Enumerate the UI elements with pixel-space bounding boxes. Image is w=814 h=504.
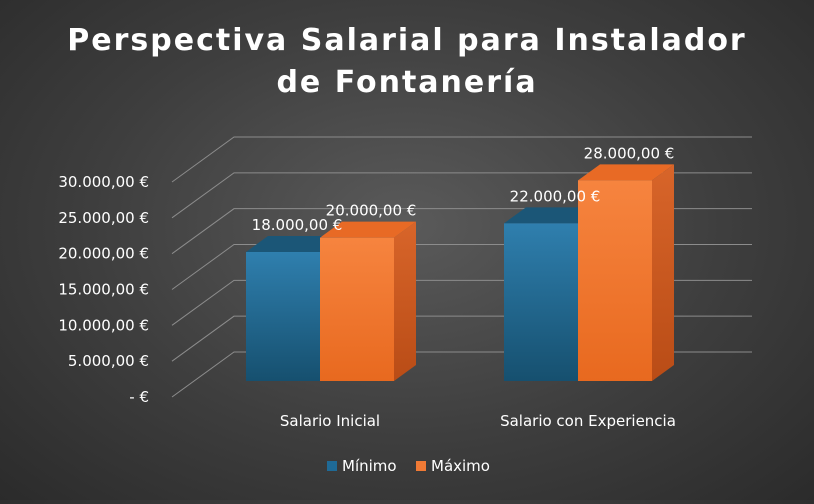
- legend-label-minimo: Mínimo: [342, 457, 397, 475]
- bar-top: [504, 207, 600, 224]
- chart-title-line2: de Fontanería: [276, 65, 537, 100]
- bar: [504, 223, 578, 381]
- legend-swatch-maximo: [416, 461, 426, 471]
- data-label: 20.000,00 €: [326, 202, 417, 220]
- y-axis: - € 5.000,00 € 10.000,00 € 15.000,00 € 20.00…: [58, 173, 149, 406]
- y-tick-label: 5.000,00 €: [68, 352, 149, 370]
- data-label: 22.000,00 €: [510, 187, 601, 205]
- y-tick-label: 15.000,00 €: [58, 281, 149, 299]
- bar: [578, 180, 652, 381]
- legend: Mínimo Máximo: [327, 457, 490, 475]
- y-tick-label: 20.000,00 €: [58, 245, 149, 263]
- x-axis: Salario Inicial Salario con Experiencia: [280, 412, 676, 430]
- data-labels: 18.000,00 €20.000,00 € 22.000,00 € 28.000,…: [252, 144, 675, 234]
- y-tick-label: 25.000,00 €: [58, 209, 149, 227]
- bar: [320, 237, 394, 381]
- x-tick-label: Salario con Experiencia: [500, 412, 676, 430]
- gridline: [171, 172, 752, 219]
- data-label: 18.000,00 €: [252, 216, 343, 234]
- y-tick-label: - €: [129, 388, 149, 406]
- bars: [246, 164, 674, 381]
- y-tick-label: 10.000,00 €: [58, 316, 149, 334]
- data-label: 28.000,00 €: [584, 144, 675, 162]
- legend-label-maximo: Máximo: [431, 457, 490, 475]
- bar-top: [578, 164, 674, 181]
- bar-top: [320, 221, 416, 238]
- y-tick-label: 30.000,00 €: [58, 173, 149, 191]
- bar-top: [246, 236, 342, 252]
- bar: [246, 252, 320, 381]
- grid: [171, 136, 752, 398]
- bar-side: [394, 221, 416, 381]
- x-tick-label: Salario Inicial: [280, 412, 380, 430]
- legend-swatch-minimo: [327, 461, 337, 471]
- chart-title-line1: Perspectiva Salarial para Instalador: [67, 23, 746, 58]
- gridline: [171, 136, 752, 183]
- bar-side: [652, 164, 674, 381]
